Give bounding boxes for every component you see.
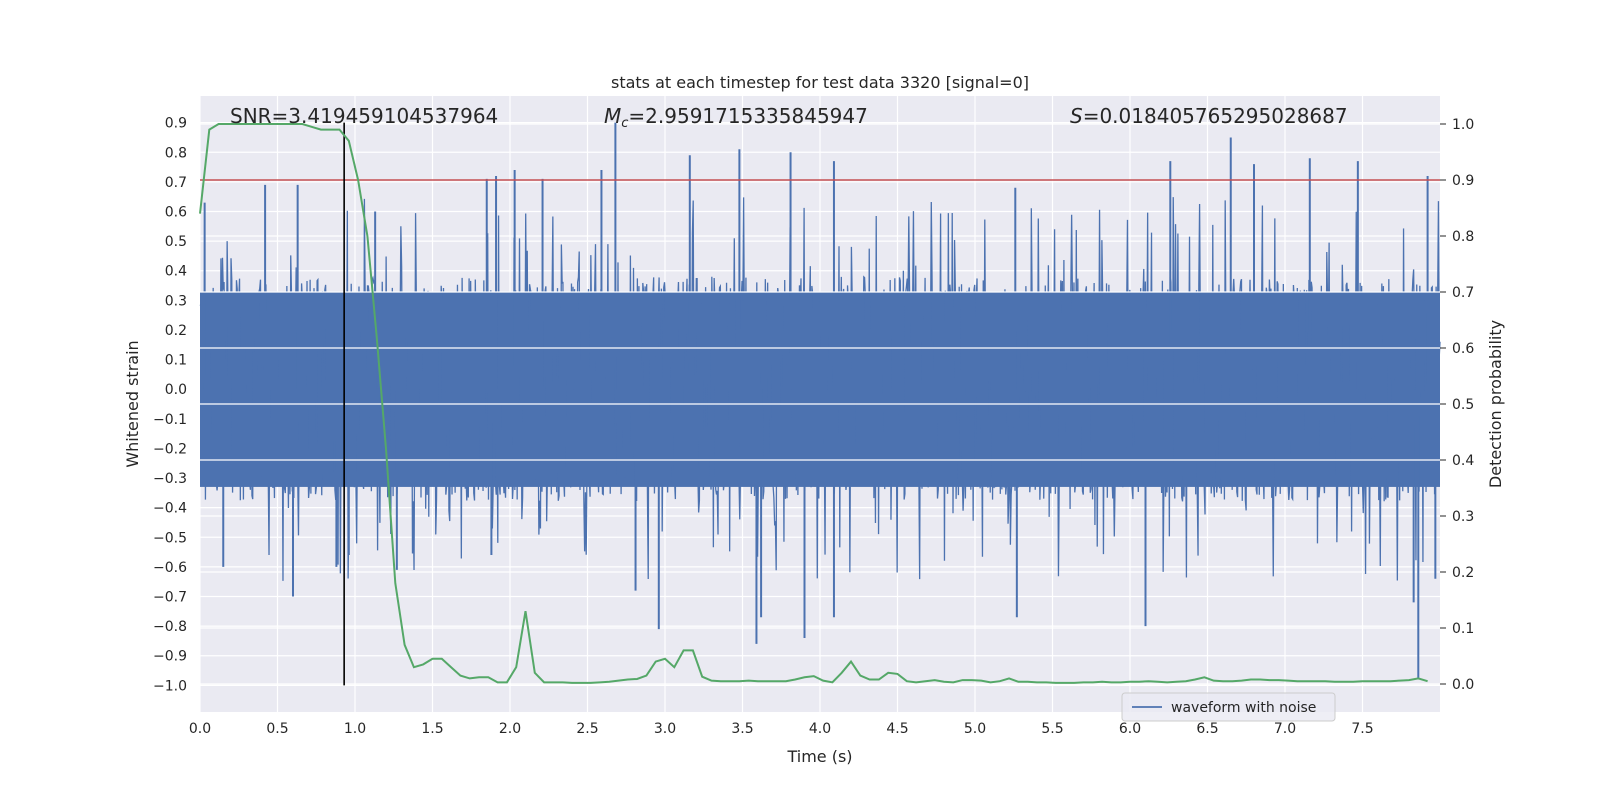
y-tick-label-right: 0.9 bbox=[1452, 173, 1474, 189]
x-tick-label: 2.5 bbox=[576, 721, 598, 737]
y-tick-label-right: 0.4 bbox=[1452, 453, 1474, 469]
y-tick-label-right: 0.0 bbox=[1452, 677, 1474, 693]
y-tick-label-left: 0.5 bbox=[165, 234, 187, 250]
x-tick-label: 5.5 bbox=[1041, 721, 1063, 737]
snr-score-annotation: S=0.018405765295028687 bbox=[1070, 104, 1348, 128]
y-axis-label-right: Detection probability bbox=[1486, 320, 1505, 488]
y-tick-label-right: 0.2 bbox=[1452, 565, 1474, 581]
y-tick-label-left: −0.7 bbox=[153, 590, 187, 606]
y-tick-label-right: 0.1 bbox=[1452, 621, 1474, 637]
x-tick-label: 6.0 bbox=[1119, 721, 1141, 737]
y-tick-label-left: 0.6 bbox=[165, 205, 187, 221]
y-tick-label-left: 0.0 bbox=[165, 382, 187, 398]
chirp-mass-value: =2.9591715335845947 bbox=[628, 104, 867, 128]
x-tick-label: 3.0 bbox=[654, 721, 676, 737]
y-tick-label-left: −0.6 bbox=[153, 560, 187, 576]
y-tick-label-left: −0.9 bbox=[153, 649, 187, 665]
overlay bbox=[199, 122, 1440, 686]
y-tick-label-left: 0.4 bbox=[165, 264, 187, 280]
legend-box bbox=[1121, 692, 1336, 722]
y-tick-label-left: 0.8 bbox=[165, 145, 187, 161]
legend: waveform with noise bbox=[1121, 692, 1336, 722]
y-tick-label-left: −0.1 bbox=[153, 412, 187, 428]
y-tick-label-left: −1.0 bbox=[153, 678, 187, 694]
x-axis-label: Time (s) bbox=[786, 747, 852, 766]
chart-title: stats at each timestep for test data 332… bbox=[611, 73, 1029, 92]
x-tick-label: 5.0 bbox=[964, 721, 986, 737]
x-tick-label: 7.5 bbox=[1351, 721, 1373, 737]
score-value: =0.018405765295028687 bbox=[1083, 104, 1348, 128]
chirp-mass-symbol: M bbox=[604, 104, 621, 128]
y-tick-label-right: 1.0 bbox=[1452, 117, 1474, 133]
x-tick-label: 4.0 bbox=[809, 721, 831, 737]
probability-line bbox=[199, 123, 1428, 684]
legend-label: waveform with noise bbox=[1171, 700, 1316, 716]
x-tick-label: 1.5 bbox=[421, 721, 443, 737]
y-tick-label-right: 0.3 bbox=[1452, 509, 1474, 525]
y-tick-label-left: 0.3 bbox=[165, 293, 187, 309]
x-tick-label: 4.5 bbox=[886, 721, 908, 737]
y-tick-label-left: −0.2 bbox=[153, 441, 187, 457]
y-tick-label-left: −0.4 bbox=[153, 501, 187, 517]
y-tick-label-left: −0.8 bbox=[153, 619, 187, 635]
x-tick-label: 3.5 bbox=[731, 721, 753, 737]
y-tick-label-left: −0.5 bbox=[153, 530, 187, 546]
y-tick-label-right: 0.8 bbox=[1452, 229, 1474, 245]
y-tick-label-right: 0.7 bbox=[1452, 285, 1474, 301]
x-tick-label: 6.5 bbox=[1196, 721, 1218, 737]
y-tick-label-left: −0.3 bbox=[153, 471, 187, 487]
y-tick-label-left: 0.7 bbox=[165, 175, 187, 191]
y-tick-label-left: 0.2 bbox=[165, 323, 187, 339]
x-tick-label: 0.0 bbox=[189, 721, 211, 737]
x-tick-label: 0.5 bbox=[266, 721, 288, 737]
chirp-mass-annotation: Mc=2.9591715335845947 bbox=[604, 104, 868, 131]
x-tick-label: 2.0 bbox=[499, 721, 521, 737]
y-tick-label-right: 0.5 bbox=[1452, 397, 1474, 413]
x-tick-label: 1.0 bbox=[344, 721, 366, 737]
y-tick-label-left: 0.9 bbox=[165, 116, 187, 132]
y-axis-label-left: Whitened strain bbox=[123, 340, 142, 467]
chirp-mass-subscript: c bbox=[621, 116, 628, 131]
waveform-series bbox=[199, 122, 1441, 680]
score-symbol: S bbox=[1070, 104, 1083, 128]
waveform-line bbox=[199, 197, 1441, 581]
y-tick-label-left: 0.1 bbox=[165, 353, 187, 369]
y-tick-label-right: 0.6 bbox=[1452, 341, 1474, 357]
x-tick-label: 7.0 bbox=[1274, 721, 1296, 737]
snr-annotation: SNR=3.419459104537964 bbox=[230, 104, 498, 128]
